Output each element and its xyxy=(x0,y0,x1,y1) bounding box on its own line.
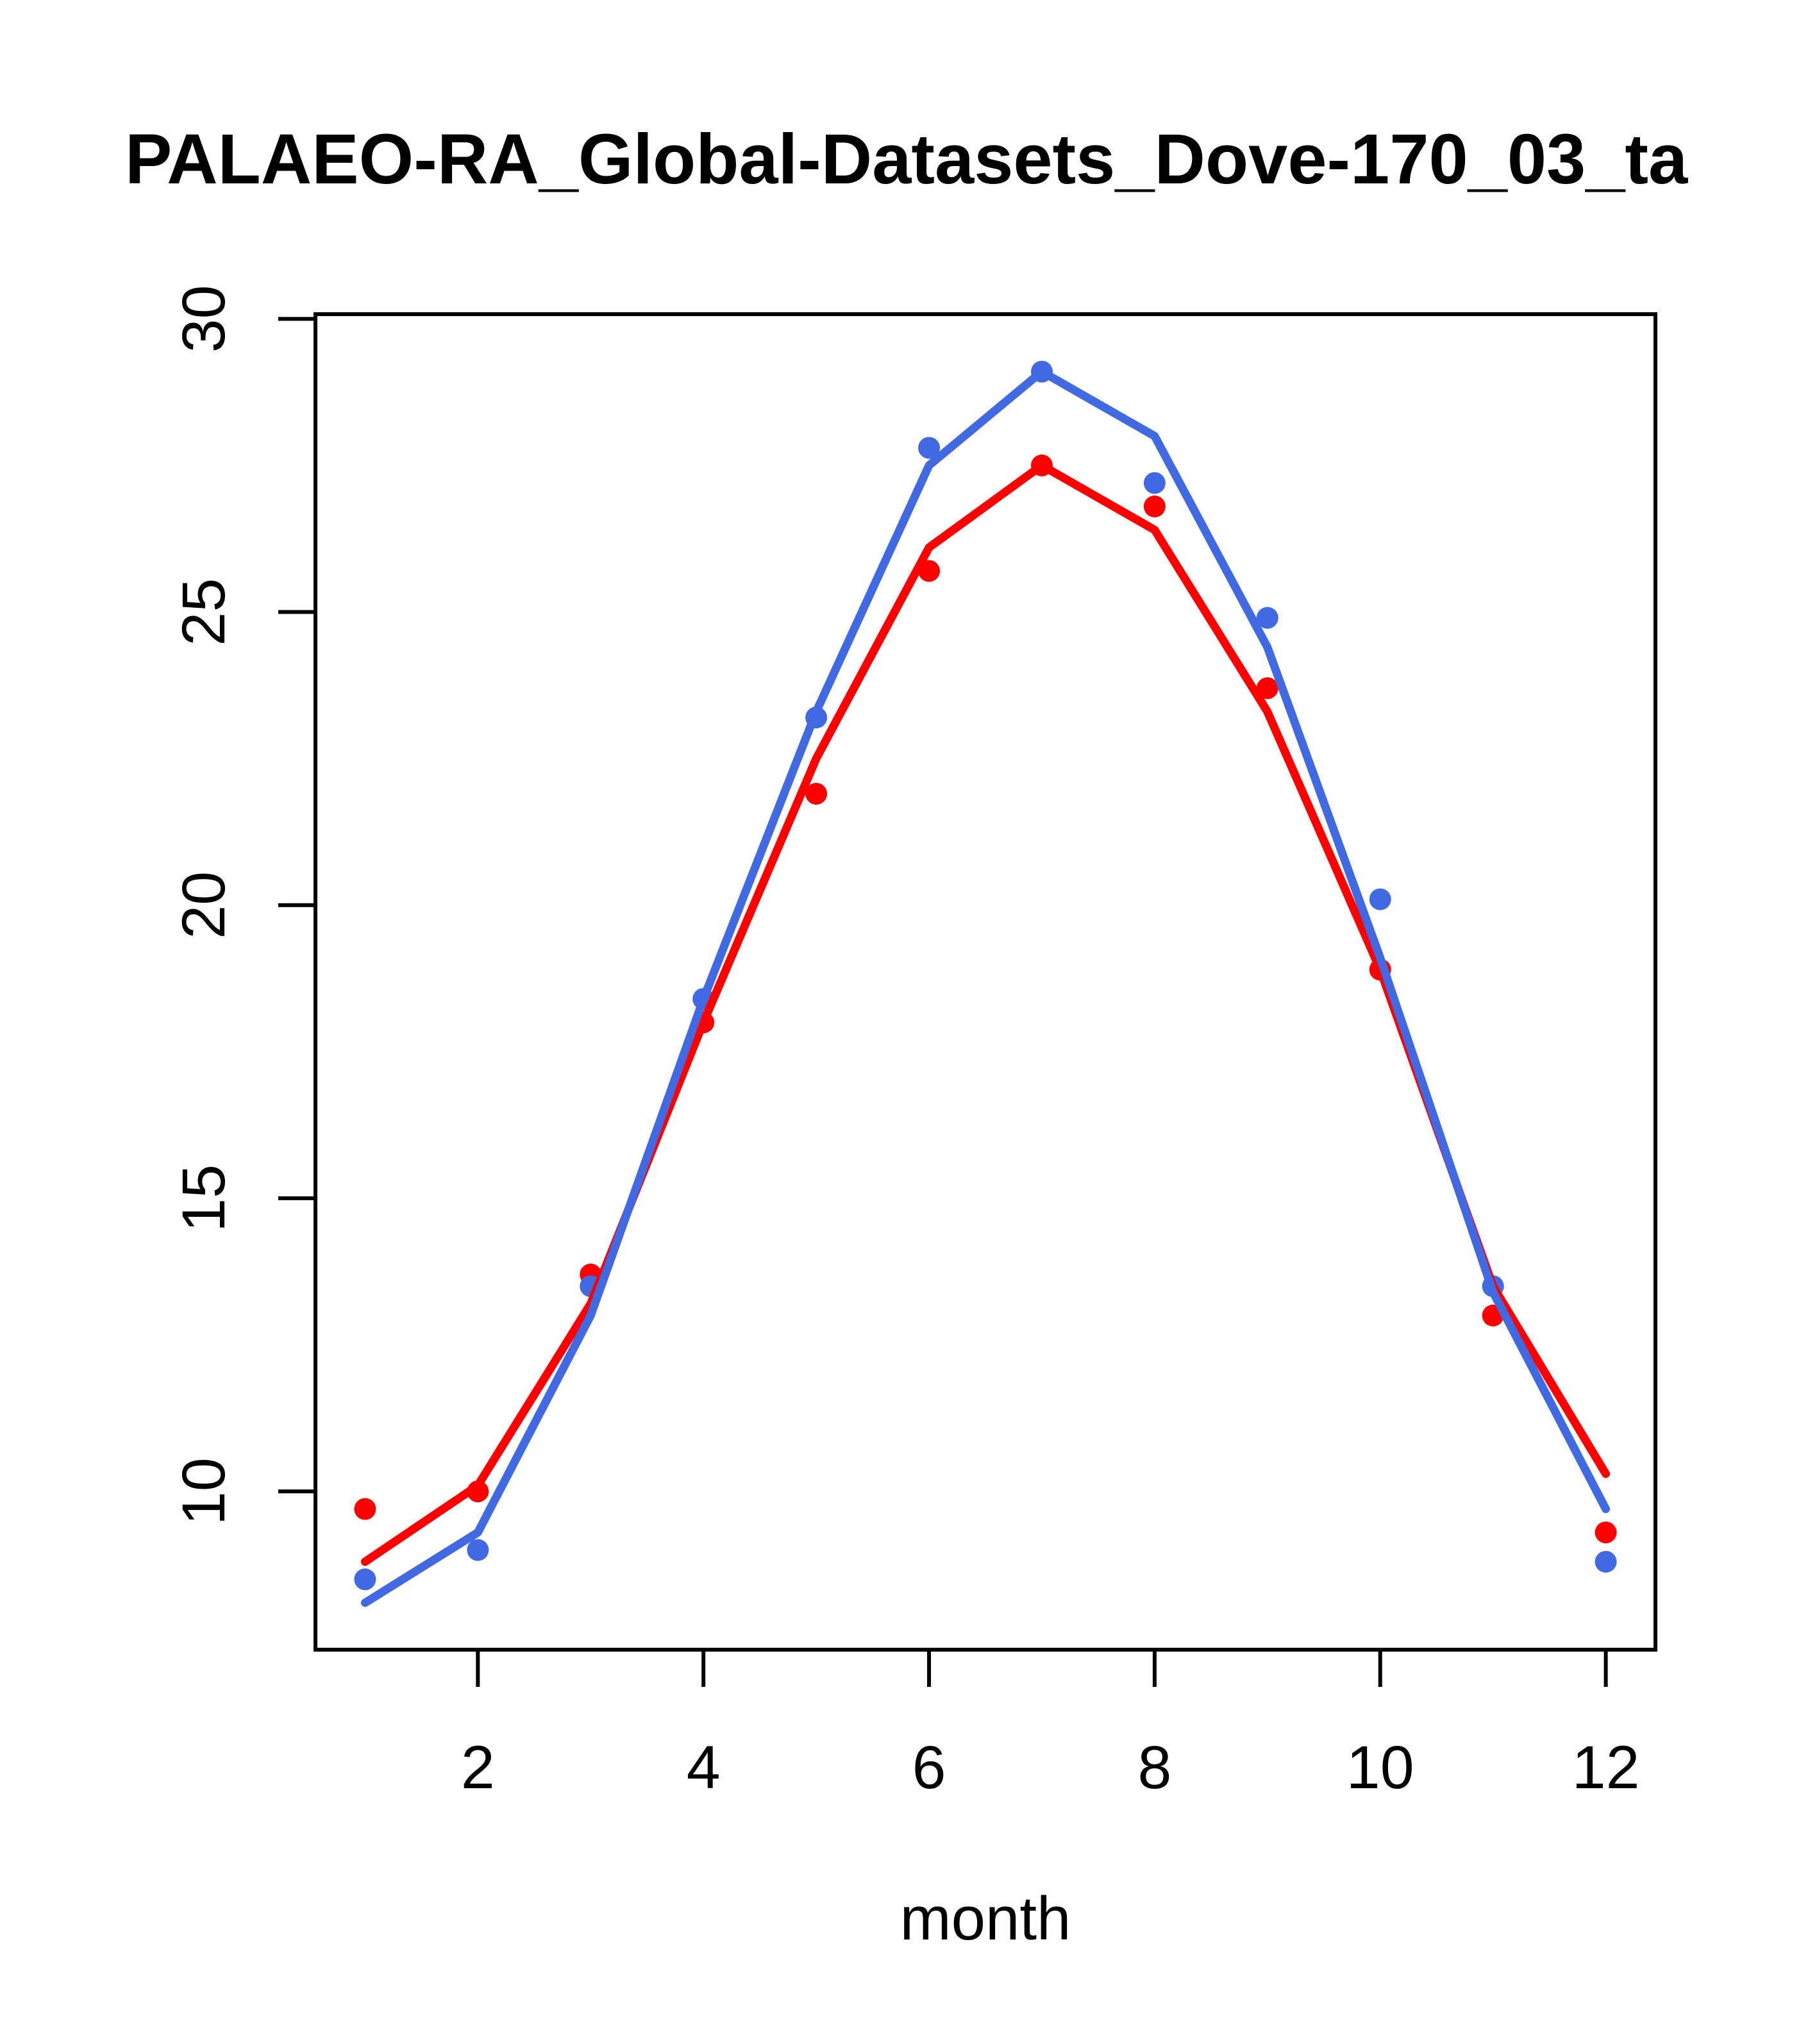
data-point-red xyxy=(1256,677,1278,699)
y-tick-label: 25 xyxy=(170,578,238,646)
x-tick-label: 10 xyxy=(1346,1734,1414,1802)
x-tick-label: 12 xyxy=(1572,1734,1640,1802)
data-point-red xyxy=(354,1498,376,1520)
x-tick-label: 4 xyxy=(687,1734,721,1802)
data-point-blue xyxy=(467,1539,489,1561)
data-point-blue xyxy=(918,437,941,459)
x-axis-title: month xyxy=(900,1884,1071,1953)
chart-title: PALAEO-RA_Global-Datasets_Dove-170_03_ta xyxy=(125,120,1688,199)
data-point-blue xyxy=(1256,607,1278,629)
data-point-blue xyxy=(1143,472,1166,494)
y-tick-label: 20 xyxy=(170,871,238,939)
y-tick-label: 15 xyxy=(170,1164,238,1232)
x-tick-label: 8 xyxy=(1137,1734,1171,1802)
plot-box xyxy=(314,312,1657,1652)
data-point-blue xyxy=(354,1568,376,1591)
y-tick-label: 30 xyxy=(170,285,238,353)
data-line-blue xyxy=(360,367,1611,1607)
data-point-blue xyxy=(1369,888,1391,910)
data-point-red xyxy=(805,782,828,805)
y-tick-label: 10 xyxy=(170,1457,238,1525)
x-tick-label: 2 xyxy=(461,1734,495,1802)
data-point-red xyxy=(1595,1521,1617,1544)
x-tick-label: 6 xyxy=(912,1734,946,1802)
data-point-red xyxy=(1143,495,1166,517)
data-point-blue xyxy=(1595,1550,1617,1573)
